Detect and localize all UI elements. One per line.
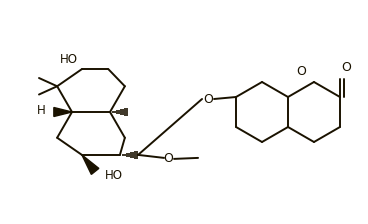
Text: O: O — [163, 152, 173, 165]
Text: H: H — [37, 103, 46, 116]
Text: HO: HO — [60, 53, 78, 66]
Text: HO: HO — [105, 169, 123, 182]
Text: O: O — [203, 93, 213, 106]
Text: O: O — [341, 61, 351, 74]
Polygon shape — [54, 108, 72, 116]
Text: O: O — [296, 65, 306, 78]
Polygon shape — [82, 155, 99, 174]
